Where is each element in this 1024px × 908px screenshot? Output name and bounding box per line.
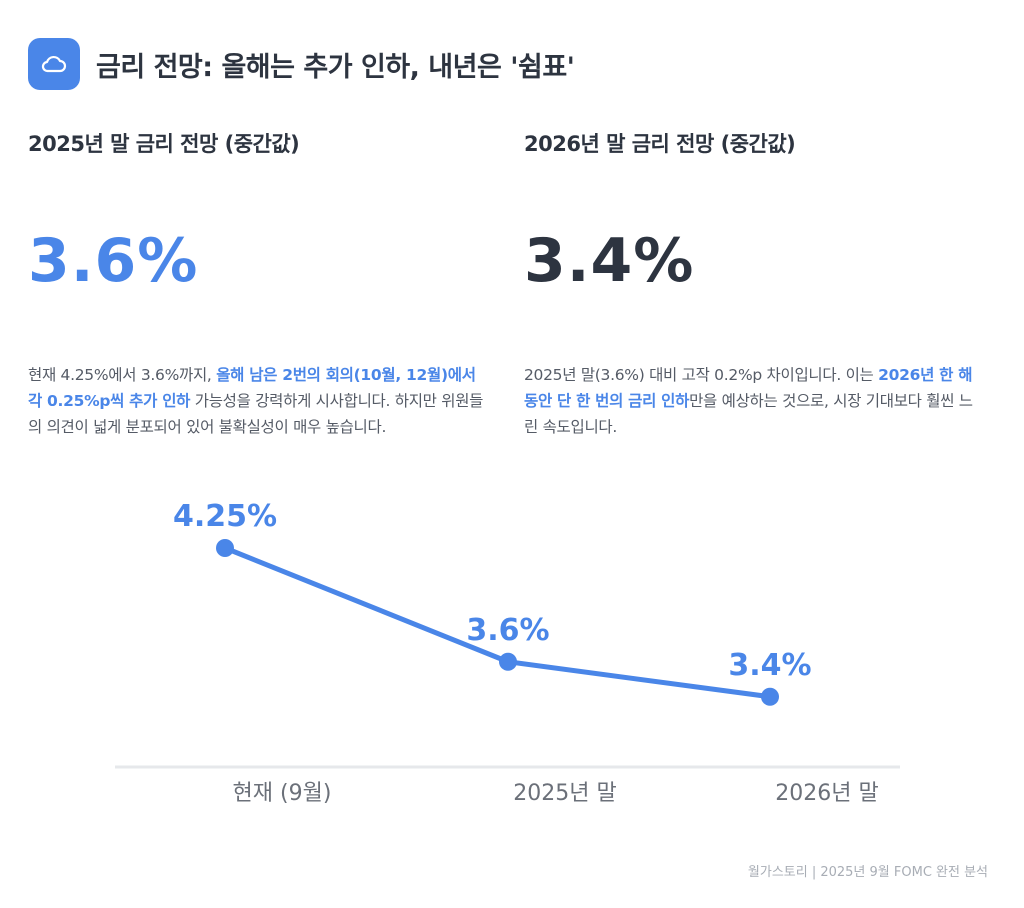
x-tick-label: 현재 (9월) xyxy=(233,781,332,806)
data-label: 4.25% xyxy=(173,499,277,534)
desc-text: 2025년 말(3.6%) 대비 고작 0.2%p 차이입니다. 이는 xyxy=(524,366,879,384)
rate-line-chart: 4.25% 현재 (9월) 3.6% 2025년 말 3.4% 2026년 말 xyxy=(115,499,900,806)
desc-highlight: 올해 남은 2번의 회의(10월, 12월)에서 각 0.25%p씩 추가 인하 xyxy=(28,366,476,410)
footer: 월가스토리 | 2025년 9월 FOMC 완전 분석 xyxy=(747,865,988,880)
page-title: 금리 전망: 올해는 추가 인하, 내년은 '쉼표' xyxy=(96,51,575,83)
desc-highlight: 2026년 한 해 동안 단 한 번의 금리 인하 xyxy=(524,366,973,410)
forecast-2026-description: 2025년 말(3.6%) 대비 고작 0.2%p 차이입니다. 이는 2026… xyxy=(524,362,986,440)
forecast-2026-value: 3.4% xyxy=(524,226,695,296)
data-point xyxy=(216,539,234,557)
x-tick-label: 2026년 말 xyxy=(775,781,878,806)
data-label: 3.6% xyxy=(466,613,549,648)
forecast-2025-description: 현재 4.25%에서 3.6%까지, 올해 남은 2번의 회의(10월, 12월… xyxy=(28,362,490,440)
forecast-2026-heading: 2026년 말 금리 전망 (중간값) xyxy=(524,132,796,156)
desc-text: 현재 4.25%에서 3.6%까지, xyxy=(28,366,217,384)
desc-text: 만을 예상하는 것으로, 시장 기대보다 훨씬 느린 속도입니다. xyxy=(524,392,973,436)
forecast-2025-heading: 2025년 말 금리 전망 (중간값) xyxy=(28,132,300,156)
desc-text: 가능성을 강력하게 시사합니다. 하지만 위원들의 의견이 넓게 분포되어 있어… xyxy=(28,392,484,436)
forecast-2025: 2025년 말 금리 전망 (중간값) 3.6% 현재 4.25%에서 3.6%… xyxy=(28,128,488,436)
forecast-2025-value: 3.6% xyxy=(28,226,199,296)
cloud-icon xyxy=(28,38,80,90)
data-point xyxy=(761,687,779,706)
data-point xyxy=(499,652,517,671)
header: 금리 전망: 올해는 추가 인하, 내년은 '쉼표' xyxy=(28,38,575,90)
x-tick-label: 2025년 말 xyxy=(513,781,616,806)
data-label: 3.4% xyxy=(728,648,811,683)
forecast-2026: 2026년 말 금리 전망 (중간값) 3.4% 2025년 말(3.6%) 대… xyxy=(524,128,984,436)
